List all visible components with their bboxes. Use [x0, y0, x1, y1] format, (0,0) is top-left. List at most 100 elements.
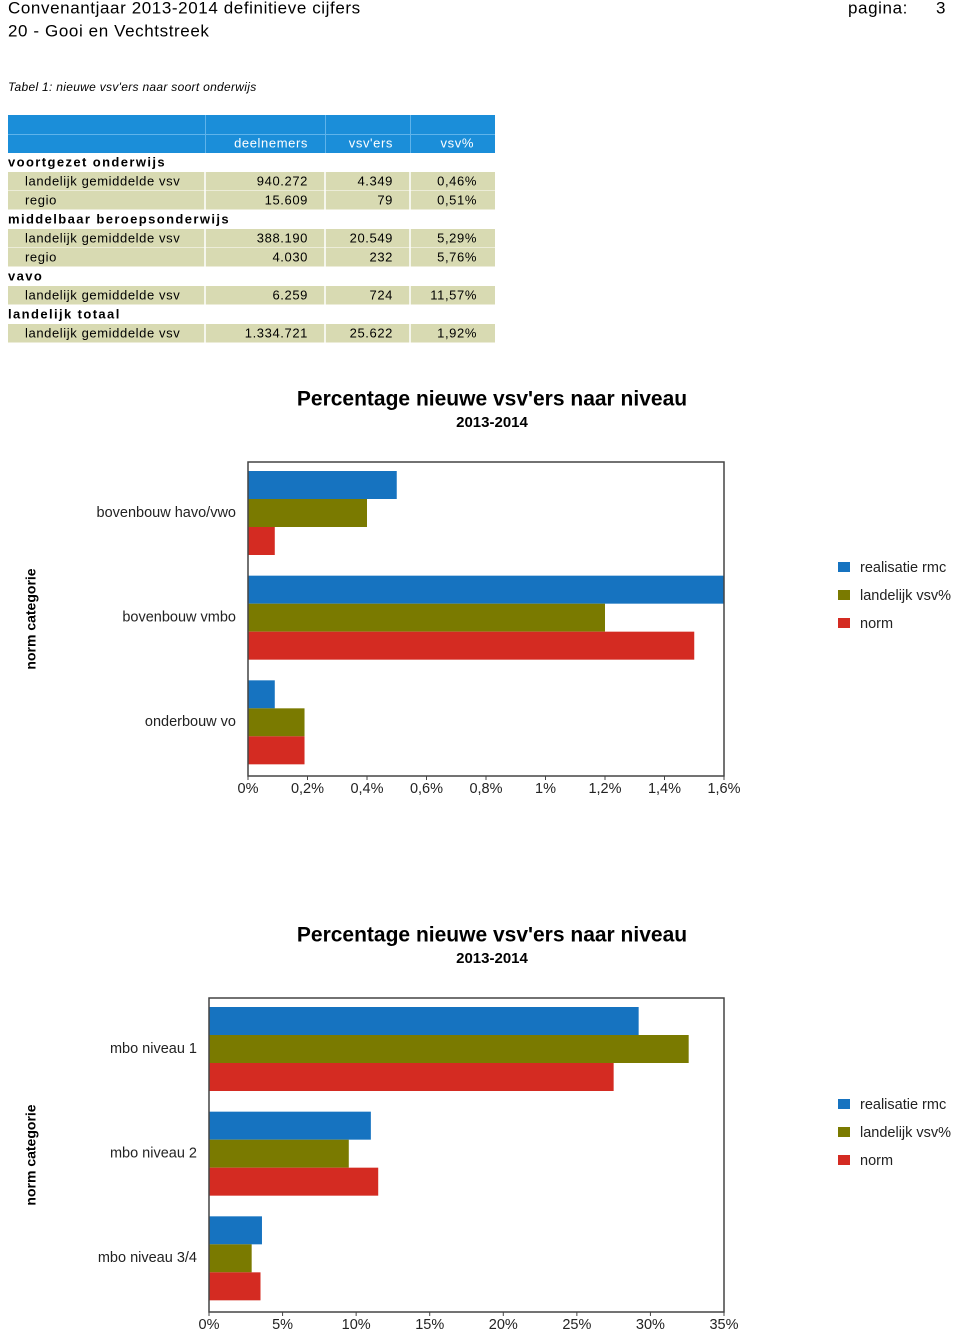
- region: 20 - Gooi en Vechtstreek: [8, 21, 210, 40]
- row-label: landelijk gemiddelde vsv: [25, 287, 180, 302]
- x-tick-label: 1,2%: [588, 781, 621, 797]
- group-label: landelijk totaal: [8, 306, 121, 321]
- table-caption: Tabel 1: nieuwe vsv'ers naar soort onder…: [8, 80, 257, 94]
- group-label: voortgezet onderwijs: [8, 154, 166, 169]
- column-header: vsv%: [441, 135, 474, 150]
- x-tick-label: 0,2%: [291, 781, 324, 797]
- legend-label: realisatie rmc: [860, 1097, 946, 1113]
- x-tick-label: 0,8%: [469, 781, 502, 797]
- legend-label: norm: [860, 1153, 893, 1169]
- bar: [209, 1007, 639, 1035]
- x-tick-label: 1,6%: [707, 781, 740, 797]
- row-label: landelijk gemiddelde vsv: [25, 173, 180, 188]
- cell: 4.030: [272, 249, 308, 264]
- bar: [209, 1063, 614, 1091]
- row-label: regio: [25, 192, 57, 207]
- category-label: onderbouw vo: [145, 714, 236, 730]
- x-tick-label: 15%: [415, 1317, 444, 1332]
- bar: [248, 527, 275, 555]
- x-tick-label: 20%: [489, 1317, 518, 1332]
- bar: [209, 1244, 252, 1273]
- cell: 11,57%: [430, 287, 477, 302]
- legend-label: realisatie rmc: [860, 560, 946, 576]
- row-bg: [8, 172, 495, 191]
- cell: 79: [377, 192, 393, 207]
- bar: [209, 1035, 689, 1063]
- doc-title: Convenantjaar 2013-2014 definitieve cijf…: [8, 0, 361, 17]
- cell: 4.349: [357, 173, 393, 188]
- row-label: landelijk gemiddelde vsv: [25, 230, 180, 245]
- y-axis-label: norm categorie: [23, 568, 39, 669]
- category-label: mbo niveau 2: [110, 1145, 197, 1161]
- x-tick-label: 35%: [709, 1317, 738, 1332]
- bar: [248, 603, 605, 632]
- chart-subtitle: 2013-2014: [456, 950, 528, 967]
- x-tick-label: 5%: [272, 1317, 293, 1332]
- legend-swatch: [838, 1127, 850, 1137]
- row-bg: [8, 229, 495, 248]
- cell: 388.190: [257, 230, 308, 245]
- legend-swatch: [838, 618, 850, 628]
- category-label: mbo niveau 1: [110, 1041, 197, 1057]
- x-tick-label: 30%: [636, 1317, 665, 1332]
- bar: [248, 499, 367, 527]
- cell: 5,29%: [437, 230, 477, 245]
- bar: [248, 708, 305, 737]
- bar: [248, 736, 305, 765]
- x-tick-label: 25%: [562, 1317, 591, 1332]
- cell: 25.622: [350, 325, 393, 340]
- bar: [209, 1139, 349, 1168]
- row-bg: [8, 286, 495, 305]
- cell: 940.272: [257, 173, 308, 188]
- category-label: bovenbouw havo/vwo: [97, 505, 236, 521]
- legend-swatch: [838, 1155, 850, 1165]
- plot-frame: [208, 997, 725, 1313]
- column-header: vsv'ers: [349, 135, 393, 150]
- cell: 0,46%: [437, 173, 477, 188]
- x-tick-label: 10%: [342, 1317, 371, 1332]
- cell: 724: [370, 287, 394, 302]
- bar: [248, 471, 397, 499]
- x-tick-label: 0,6%: [410, 781, 443, 797]
- row-label: regio: [25, 249, 57, 264]
- legend-swatch: [838, 590, 850, 600]
- cell: 1,92%: [437, 325, 477, 340]
- cell: 1.334.721: [245, 325, 308, 340]
- bar: [248, 631, 695, 660]
- row-label: landelijk gemiddelde vsv: [25, 325, 180, 340]
- legend-swatch: [838, 562, 850, 572]
- category-label: mbo niveau 3/4: [98, 1250, 197, 1266]
- x-tick-label: 1,4%: [648, 781, 681, 797]
- bar: [209, 1167, 379, 1196]
- row-bg: [8, 248, 495, 267]
- bar: [209, 1216, 262, 1245]
- cell: 5,76%: [437, 249, 477, 264]
- x-tick-label: 0%: [238, 781, 259, 797]
- column-header: deelnemers: [234, 135, 308, 150]
- bar: [248, 680, 275, 709]
- x-tick-label: 1%: [535, 781, 556, 797]
- chart-title: Percentage nieuwe vsv'ers naar niveau: [297, 924, 687, 947]
- cell: 6.259: [272, 287, 308, 302]
- cell: 232: [370, 249, 394, 264]
- bar: [209, 1111, 371, 1140]
- legend-label: norm: [860, 616, 893, 632]
- x-tick-label: 0%: [199, 1317, 220, 1332]
- page-label: pagina:: [848, 0, 908, 17]
- group-label: vavo: [8, 268, 43, 283]
- cell: 0,51%: [437, 192, 477, 207]
- y-axis-label: norm categorie: [23, 1104, 39, 1205]
- legend-swatch: [838, 1099, 850, 1109]
- group-label: middelbaar beroepsonderwijs: [8, 211, 230, 226]
- page-number: 3: [936, 0, 946, 17]
- legend-label: landelijk vsv%: [860, 588, 951, 604]
- cell: 15.609: [265, 192, 308, 207]
- cell: 20.549: [350, 230, 393, 245]
- row-bg: [8, 324, 495, 343]
- bar: [209, 1272, 261, 1301]
- x-tick-label: 0,4%: [350, 781, 383, 797]
- bar: [248, 575, 724, 604]
- legend-label: landelijk vsv%: [860, 1125, 951, 1141]
- chart-title: Percentage nieuwe vsv'ers naar niveau: [297, 388, 687, 411]
